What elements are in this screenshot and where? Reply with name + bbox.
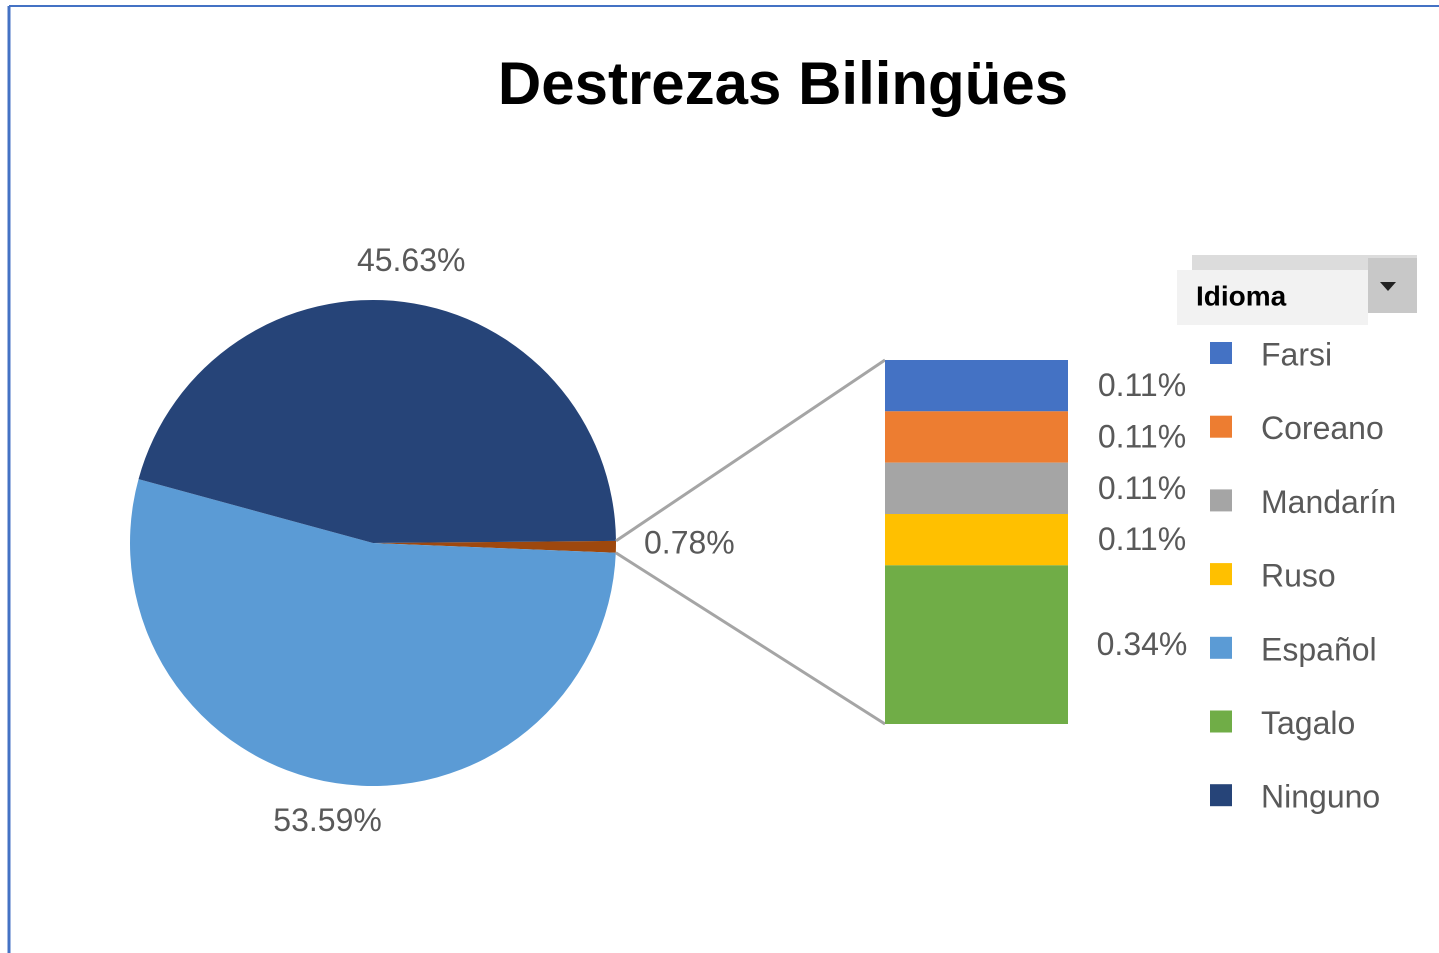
bar-segment xyxy=(885,360,1068,412)
connector xyxy=(614,551,886,726)
legend-label: Tagalo xyxy=(1261,705,1355,741)
bar-segment xyxy=(885,514,1068,566)
legend-swatch xyxy=(1210,784,1232,807)
pie-slice xyxy=(138,299,616,543)
data-label: 0.11% xyxy=(1098,367,1186,403)
connector xyxy=(615,358,886,543)
bar-segment xyxy=(885,565,1068,724)
pie-slice xyxy=(373,540,616,553)
legend-title: Idioma xyxy=(1196,280,1287,311)
data-label: 0.11% xyxy=(1098,418,1186,454)
legend-label: Coreano xyxy=(1261,410,1384,446)
legend-swatch xyxy=(1210,636,1232,659)
pie-slice xyxy=(129,479,616,787)
legend-label: Ruso xyxy=(1261,558,1336,594)
dropdown-arrow xyxy=(1380,282,1396,291)
legend-title-box xyxy=(1177,270,1368,325)
legend-swatch xyxy=(1210,342,1232,364)
legend-swatch xyxy=(1210,710,1232,733)
legend-swatch xyxy=(1210,563,1232,586)
legend-swatch xyxy=(1210,415,1232,438)
bar-segment xyxy=(885,462,1068,514)
data-label: 0.78% xyxy=(644,524,735,560)
legend-label: Ninguno xyxy=(1261,779,1380,815)
legend-label: Farsi xyxy=(1261,336,1332,372)
legend-label: Español xyxy=(1261,631,1377,667)
chart-title: Destrezas Bilingües xyxy=(498,50,1068,117)
legend-label: Mandarín xyxy=(1261,484,1396,520)
data-label: 53.59% xyxy=(273,802,382,838)
data-label: 45.63% xyxy=(357,242,466,278)
legend-swatch xyxy=(1210,489,1232,512)
bar-segment xyxy=(885,411,1068,463)
data-label: 0.11% xyxy=(1098,521,1186,557)
data-label: 0.34% xyxy=(1097,626,1188,662)
data-label: 0.11% xyxy=(1098,470,1186,506)
